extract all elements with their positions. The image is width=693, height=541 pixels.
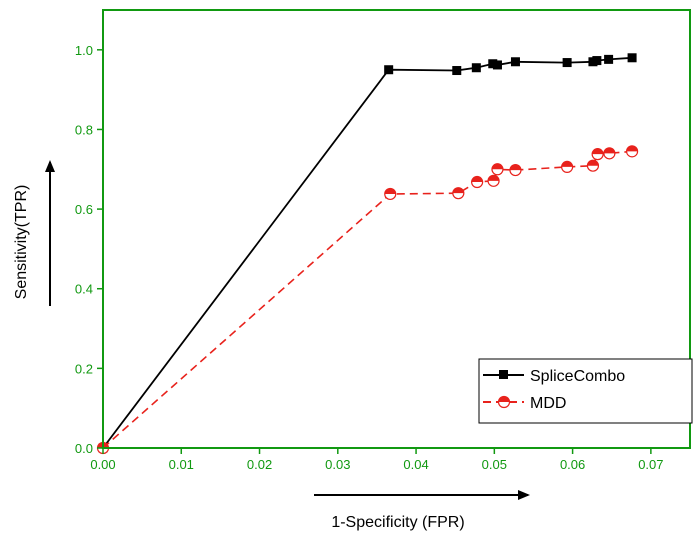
plot-area — [96, 53, 639, 455]
point-marker-fill — [491, 163, 503, 170]
point-mdd — [586, 159, 600, 172]
point-marker-fill — [626, 145, 638, 152]
legend-marker-square — [499, 370, 508, 379]
point-marker-fill — [452, 187, 464, 194]
point-mdd — [591, 148, 604, 161]
x-tick-label: 0.03 — [325, 457, 350, 472]
legend-label-mdd: MDD — [530, 395, 566, 412]
point-splicecombo — [488, 59, 498, 69]
point-mdd — [509, 163, 522, 177]
point-mdd — [471, 175, 484, 189]
point-splicecombo — [592, 56, 602, 66]
point-mdd — [452, 187, 465, 200]
legend-marker-half — [498, 396, 510, 402]
legend-box — [478, 358, 693, 424]
y-tick-label: 0.6 — [75, 202, 93, 217]
x-tick-label: 0.00 — [90, 457, 115, 472]
x-axis-ticks: 0.00 0.01 0.02 0.03 0.04 0.05 0.06 0.07 — [90, 448, 664, 472]
point-marker-fill — [488, 175, 500, 181]
y-tick-label: 0.4 — [75, 282, 93, 297]
point-mdd — [625, 145, 639, 158]
y-tick-label: 0.2 — [75, 361, 93, 376]
x-tick-label: 0.02 — [247, 457, 272, 472]
point-splicecombo — [604, 54, 614, 64]
point-splicecombo — [492, 60, 502, 70]
point-marker-fill — [603, 147, 615, 154]
plot-frame — [102, 9, 691, 449]
y-axis-title: Sensitivity(TPR) — [13, 185, 30, 300]
legend: SpliceCombo MDD — [478, 358, 693, 424]
x-tick-label: 0.07 — [638, 457, 663, 472]
point-splicecombo — [562, 58, 572, 68]
point-splicecombo — [452, 66, 462, 76]
point-splicecombo — [510, 57, 520, 67]
point-mdd — [603, 147, 616, 160]
y-axis-ticks: 0.0 0.2 0.4 0.6 0.8 1.0 — [75, 43, 103, 456]
point-marker-fill — [384, 188, 396, 194]
point-mdd — [487, 174, 500, 187]
point-splicecombo — [471, 63, 481, 73]
x-tick-label: 0.01 — [169, 457, 194, 472]
point-splicecombo — [627, 53, 637, 63]
point-marker-fill — [471, 176, 483, 183]
y-tick-label: 0.8 — [75, 122, 93, 137]
legend-item-mdd: MDD — [483, 395, 566, 412]
point-mdd — [561, 160, 574, 173]
x-tick-label: 0.06 — [560, 457, 585, 472]
point-splicecombo — [384, 65, 394, 75]
x-axis-title: 1-Specificity (FPR) — [331, 514, 464, 531]
x-tick-label: 0.05 — [482, 457, 507, 472]
point-marker-fill — [509, 164, 521, 171]
point-marker-fill — [561, 161, 573, 167]
y-tick-label: 0.0 — [75, 441, 93, 456]
point-marker-fill — [587, 160, 599, 166]
point-mdd — [491, 163, 504, 176]
x-tick-label: 0.04 — [403, 457, 428, 472]
legend-label-splicecombo: SpliceCombo — [530, 368, 625, 385]
point-mdd — [384, 187, 397, 201]
y-tick-label: 1.0 — [75, 43, 93, 58]
point-marker-fill — [592, 148, 604, 155]
legend-item-splicecombo: SpliceCombo — [483, 368, 625, 385]
